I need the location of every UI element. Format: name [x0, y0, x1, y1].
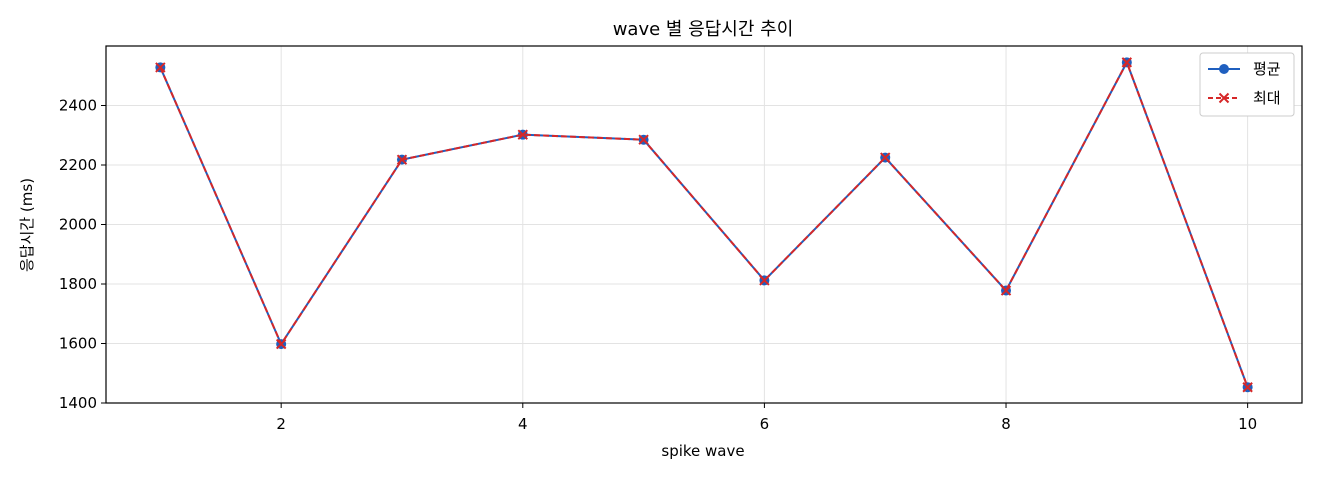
series-line	[159, 61, 1249, 388]
x-tick-label: 4	[518, 415, 528, 433]
series-layer	[155, 57, 1253, 393]
legend: 평균 최대	[1199, 52, 1295, 117]
y-axis: 1400 1600 1800 2000 2200 2400	[59, 97, 106, 412]
y-tick-label: 1600	[59, 335, 97, 353]
y-tick-label: 2400	[59, 97, 97, 115]
x-tick-label: 2	[276, 415, 286, 433]
data-point	[1000, 285, 1012, 296]
y-tick-label: 1400	[59, 394, 97, 412]
x-tick-label: 8	[1001, 415, 1011, 433]
x-axis: 2 4 6 8 10	[276, 403, 1257, 433]
data-point	[759, 275, 770, 286]
x-tick-label: 6	[760, 415, 770, 433]
y-axis-label: 응답시간 (ms)	[18, 178, 36, 272]
data-point	[396, 154, 408, 165]
grid	[106, 46, 1302, 404]
legend-marker-mean	[1219, 64, 1229, 74]
data-point	[275, 338, 287, 350]
data-point	[1121, 57, 1133, 68]
y-tick-label: 2000	[59, 216, 97, 234]
y-tick-label: 2200	[59, 156, 97, 174]
legend-marker-max	[1218, 92, 1230, 104]
x-tick-label: 10	[1238, 415, 1257, 433]
data-point	[155, 62, 166, 73]
chart-title: wave 별 응답시간 추이	[613, 19, 794, 40]
data-point	[517, 129, 528, 140]
series-max	[155, 57, 1253, 393]
x-axis-label: spike wave	[661, 442, 744, 460]
data-point	[638, 134, 649, 145]
legend-label-max: 최대	[1253, 89, 1281, 107]
y-tick-label: 1800	[59, 275, 97, 293]
legend-label-mean: 평균	[1253, 60, 1281, 78]
data-point	[1242, 382, 1253, 393]
data-point	[880, 152, 891, 163]
